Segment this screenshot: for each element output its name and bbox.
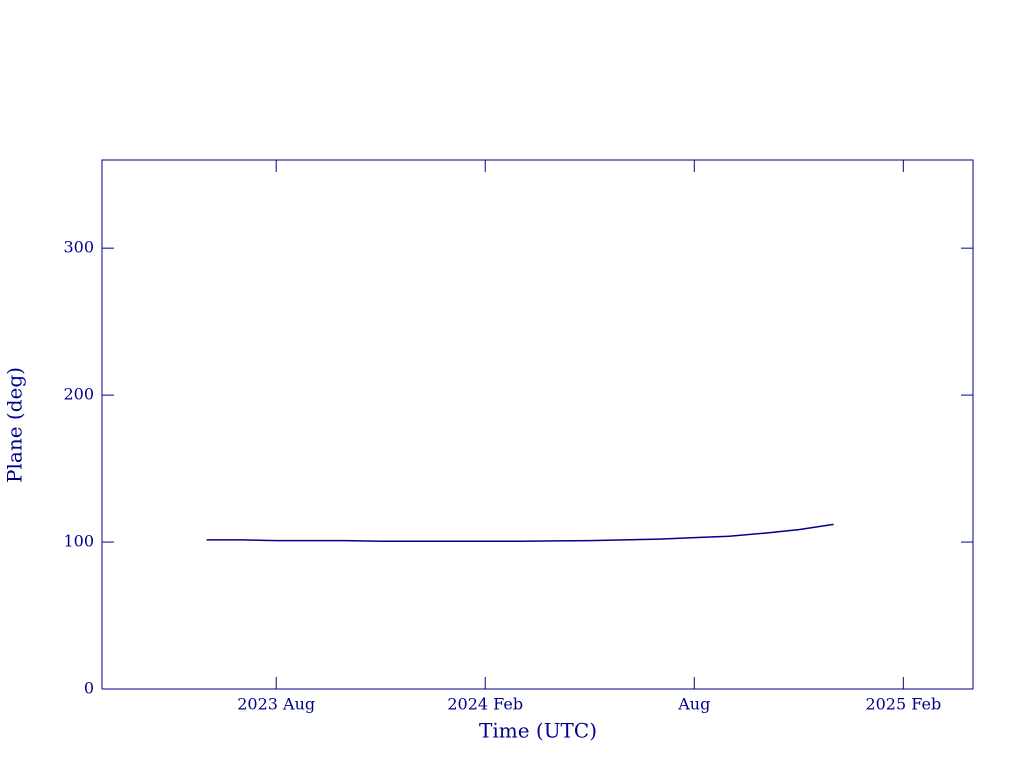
data-line: [206, 523, 834, 543]
y-tick-label: 100: [63, 532, 94, 551]
x-tick-label: 2025 Feb: [865, 695, 941, 714]
y-tick-label: 0: [84, 679, 94, 698]
plot-frame: [101, 159, 974, 690]
x-tick-label: 2023 Aug: [237, 695, 315, 714]
x-tick-label: Aug: [677, 695, 710, 714]
x-tick-label: 2024 Feb: [447, 695, 523, 714]
y-axis-label: Plane (deg): [3, 367, 27, 483]
y-tick-label: 200: [63, 385, 94, 404]
x-axis-label: Time (UTC): [479, 719, 597, 743]
y-tick-label: 300: [63, 238, 94, 257]
